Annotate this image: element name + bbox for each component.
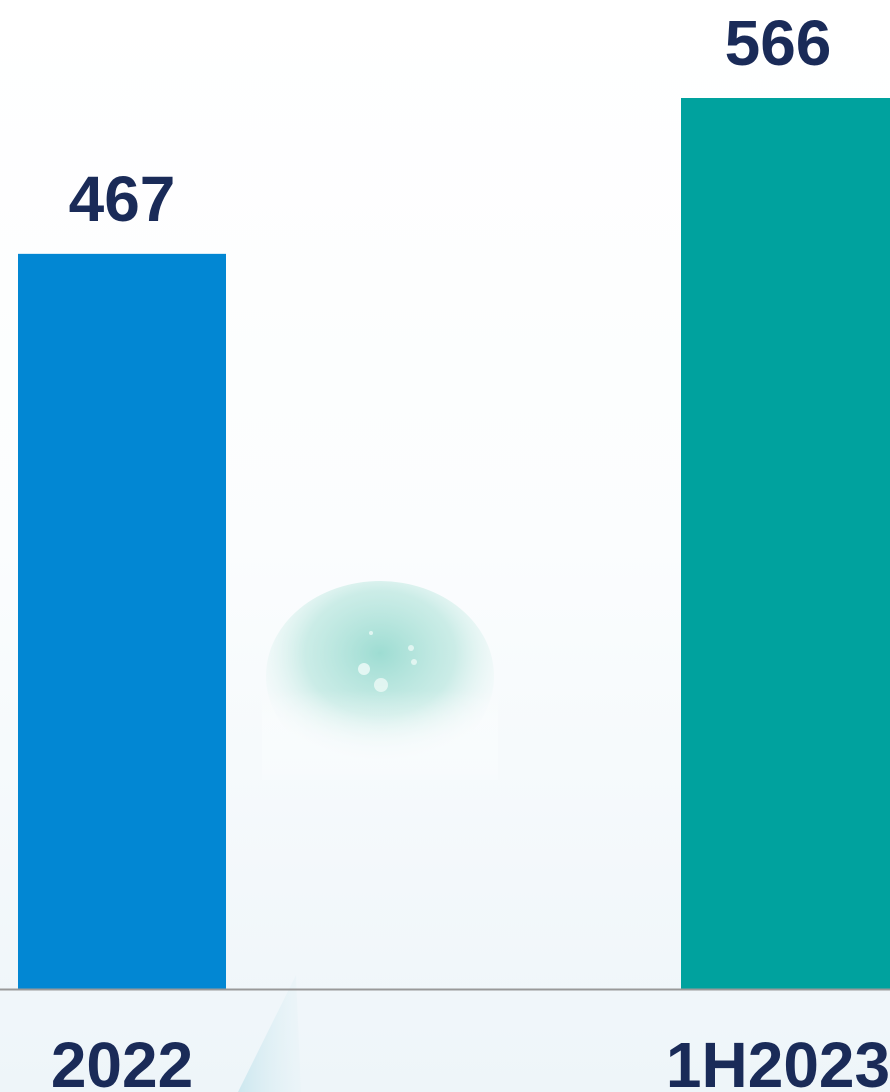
bar-2022 <box>18 253 226 989</box>
bar-1h2023 <box>681 98 890 989</box>
data-label-2022: 467 <box>69 163 176 235</box>
tick-labels-layer: 2022 1H2023 <box>51 1029 890 1092</box>
x-tick-label-2022: 2022 <box>51 1029 193 1092</box>
x-tick-label-1h2023: 1H2023 <box>666 1029 890 1092</box>
bars-layer <box>18 98 890 989</box>
decorative-background <box>238 581 498 1092</box>
water-droplet-icon <box>262 581 498 780</box>
data-label-1h2023: 566 <box>725 7 832 79</box>
glass-shard-shape <box>238 975 301 1092</box>
value-labels-layer: 467 566 <box>69 7 832 235</box>
